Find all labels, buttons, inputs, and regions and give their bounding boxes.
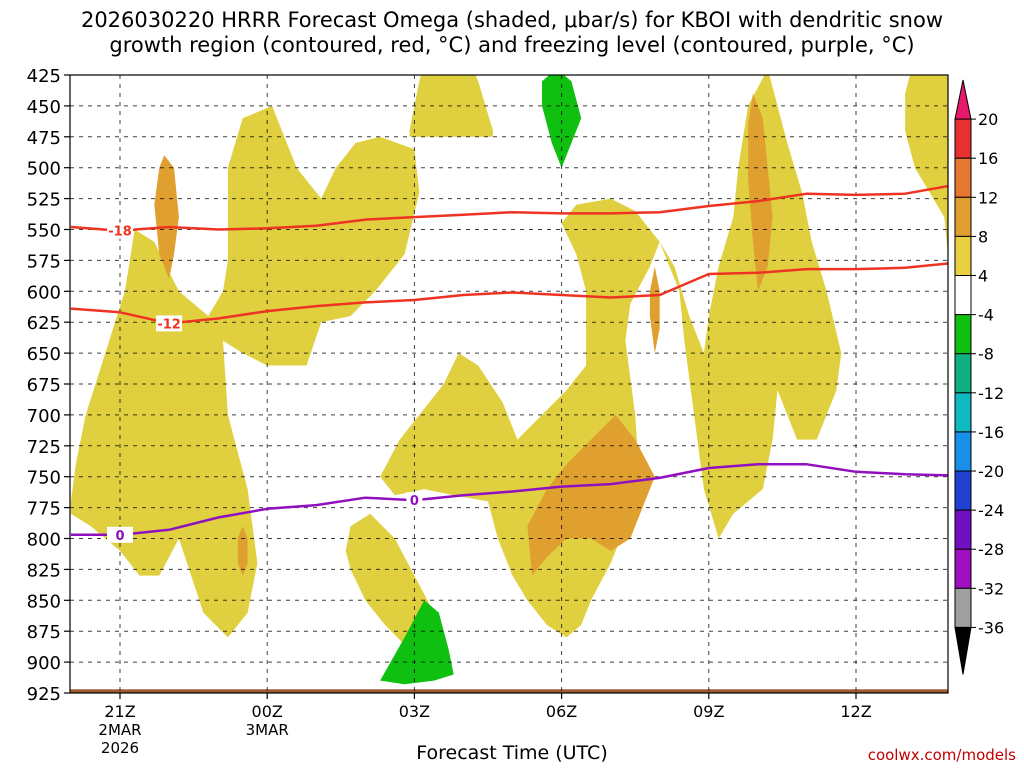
plot-area: -18 -12 0 0: [70, 75, 948, 693]
omega-shade-0-2: [345, 513, 434, 650]
colorbar-segment: [954, 353, 972, 394]
colorbar: 20 16 12 8 4 -4 -8 -12 -16 -20 -24 -28 -32 -36: [954, 79, 1004, 675]
omega-shade-1-1: [748, 93, 773, 292]
y-tick-label: 850: [27, 591, 61, 612]
contour-label-0: 0: [115, 529, 124, 544]
x-axis-label: Forecast Time (UTC): [416, 742, 608, 764]
contour--18: [70, 184, 948, 232]
y-tick-label: 750: [27, 468, 61, 489]
colorbar-segment: [954, 470, 972, 511]
y-tick-label: 575: [27, 251, 61, 272]
y-tick-label: 450: [27, 97, 61, 118]
colorbar-segment: [954, 157, 972, 198]
colorbar-label: -20: [978, 462, 1004, 481]
omega-shade-1-4: [237, 526, 248, 576]
contour-label-bg: [107, 222, 133, 239]
y-tick-label: 500: [27, 159, 61, 180]
colorbar-label: 20: [978, 110, 998, 129]
colorbar-segment: [954, 587, 972, 628]
y-tick-label: 825: [27, 560, 61, 581]
colorbar-label: 16: [978, 149, 998, 168]
y-tick-label: 475: [27, 128, 61, 149]
colorbar-segment: [954, 235, 972, 277]
y-tick-label: 925: [27, 684, 61, 705]
axes: 425 450 475 500 525 550 575 600 625 650 675 700 725 7…: [27, 66, 949, 757]
x-tick-label: 00Z: [252, 702, 283, 721]
colorbar-segment: [954, 314, 972, 355]
y-tick-label: 700: [27, 406, 61, 427]
omega-shade-1-0: [154, 155, 179, 279]
contour-label-bg: [406, 492, 423, 509]
x-tick-sublabel: 2MAR: [98, 721, 141, 739]
x-tick-label: 03Z: [399, 702, 430, 721]
colorbar-segment: [954, 431, 972, 472]
omega-shade-0-1: [380, 353, 528, 514]
y-tick-label: 775: [27, 499, 61, 520]
colorbar-label: -4: [978, 306, 994, 325]
contour-label-0-b: 0: [410, 494, 419, 509]
x-tick-label: 09Z: [693, 702, 724, 721]
colorbar-segment: [954, 392, 972, 433]
x-tick-label: 06Z: [546, 702, 577, 721]
colorbar-top-arrow: [954, 79, 972, 120]
y-tick-label: 875: [27, 622, 61, 643]
colorbar-label: -12: [978, 384, 1004, 403]
contour-label-bg: [156, 315, 183, 332]
x-tick-sublabel: 2026: [101, 739, 139, 757]
omega-shade-1-3: [527, 414, 655, 576]
contour-label--18: -18: [108, 225, 132, 240]
x-tick-label: 21Z: [104, 702, 135, 721]
y-tick-label: 675: [27, 375, 61, 396]
y-tick-label: 725: [27, 437, 61, 458]
y-tick-label: 550: [27, 221, 61, 242]
y-tick-label: 525: [27, 190, 61, 211]
x-tick-sublabel: 3MAR: [246, 721, 289, 739]
omega-shade-0-3: [409, 75, 493, 137]
colorbar-label: 8: [978, 227, 988, 246]
omega-shade-1-2: [649, 266, 660, 354]
y-tick-label: 800: [27, 530, 61, 551]
omega-shade-2-0: [542, 75, 582, 168]
omega-shade-2-1: [380, 600, 454, 685]
colorbar-label: -24: [978, 501, 1004, 520]
chart-title: 2026030220 HRRR Forecast Omega (shaded, …: [80, 8, 944, 57]
credit-text: coolwx.com/models: [867, 746, 1016, 764]
contour-0: [70, 463, 948, 537]
omega-shade-0-5: [905, 75, 948, 255]
colorbar-segment: [954, 118, 972, 159]
terrain-strip: [70, 689, 948, 693]
colorbar-bottom-arrow: [954, 626, 972, 675]
colorbar-label: -8: [978, 345, 994, 364]
y-tick-label: 650: [27, 344, 61, 365]
colorbar-label: -36: [978, 618, 1004, 637]
colorbar-segment: [954, 275, 972, 316]
colorbar-label: -28: [978, 540, 1004, 559]
colorbar-label: -32: [978, 579, 1004, 598]
y-tick-label: 600: [27, 282, 61, 303]
colorbar-segment: [954, 548, 972, 589]
colorbar-segment: [954, 196, 972, 237]
omega-shade-0-0: [70, 105, 420, 638]
y-tick-label: 900: [27, 653, 61, 674]
x-tick-label: 12Z: [840, 702, 871, 721]
contour-label-bg: [107, 526, 133, 543]
y-tick-label: 425: [27, 66, 61, 87]
contour-label--12: -12: [157, 317, 181, 332]
colorbar-label: 4: [978, 267, 988, 286]
colorbar-label: -16: [978, 423, 1004, 442]
colorbar-segment: [954, 509, 972, 550]
colorbar-label: 12: [978, 188, 998, 207]
y-tick-label: 625: [27, 313, 61, 334]
contour--12: [70, 262, 948, 325]
